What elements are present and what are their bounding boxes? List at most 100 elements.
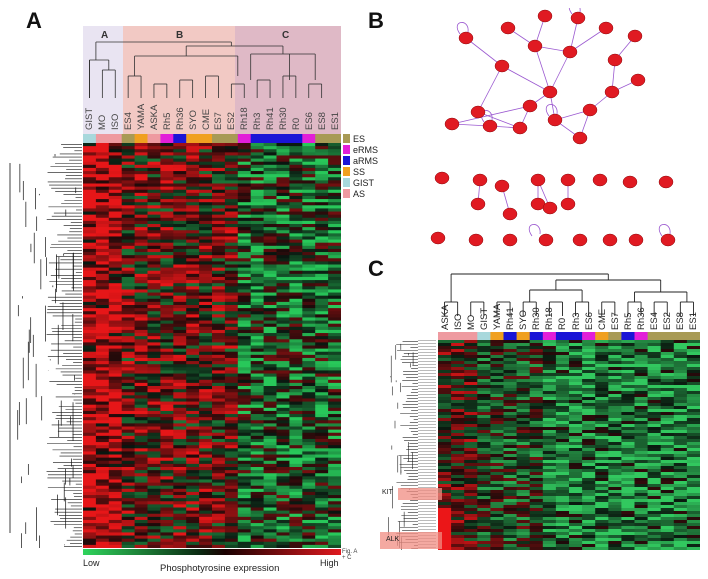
- figure-note: Fig. A + C: [342, 549, 358, 561]
- heatmap-cell: [186, 501, 200, 505]
- heatmap-cell-c: [438, 457, 452, 461]
- heatmap-cell: [250, 273, 264, 278]
- heatmap-cell: [276, 305, 290, 309]
- heatmap-cell: [224, 357, 239, 362]
- heatmap-cell-c: [451, 529, 465, 533]
- heatmap-cell: [160, 404, 174, 409]
- heatmap-cell: [263, 183, 277, 188]
- heatmap-cell-c: [647, 541, 662, 545]
- heatmap-cell-c: [569, 424, 583, 428]
- heatmap-cell: [83, 273, 97, 278]
- heatmap-cell: [83, 479, 97, 483]
- heatmap-cell: [315, 361, 329, 365]
- heatmap-cell-c: [634, 412, 648, 416]
- heatmap-cell: [108, 267, 123, 272]
- heatmap-cell: [263, 382, 277, 387]
- heatmap-cell: [121, 311, 135, 315]
- heatmap-cell: [302, 339, 316, 343]
- heatmap-cell: [134, 467, 148, 471]
- heatmap-cell: [83, 311, 97, 315]
- heatmap-cell-c: [569, 496, 583, 500]
- heatmap-cell-c: [595, 469, 609, 473]
- heatmap-cell: [263, 161, 277, 166]
- heatmap-cell: [289, 417, 303, 421]
- heatmap-cell: [147, 305, 161, 309]
- heatmap-cell: [186, 417, 200, 421]
- heatmap-cell: [224, 167, 239, 172]
- heatmap-cell-c: [438, 385, 452, 389]
- heatmap-cell: [289, 357, 303, 362]
- heatmap-cell: [212, 470, 226, 474]
- heatmap-cell-c: [608, 454, 622, 458]
- heatmap-cell-c: [438, 391, 452, 395]
- heatmap-cell: [134, 392, 148, 396]
- heatmap-cell: [134, 370, 148, 374]
- heatmap-cell-c: [464, 445, 478, 449]
- heatmap-cell: [134, 264, 148, 269]
- heatmap-cell: [212, 420, 226, 424]
- heatmap-cell: [108, 382, 123, 387]
- heatmap-cell: [224, 516, 239, 521]
- heatmap-cell: [250, 473, 264, 477]
- heatmap-cell-c: [660, 433, 675, 437]
- heatmap-cell: [276, 199, 290, 203]
- heatmap-cell: [328, 529, 341, 533]
- heatmap-cell-c: [647, 478, 662, 482]
- heatmap-cell-c: [555, 400, 570, 404]
- heatmap-cell: [186, 208, 200, 212]
- heatmap-cell: [224, 386, 239, 390]
- heatmap-cell-c: [608, 382, 622, 386]
- heatmap-cell: [147, 429, 161, 434]
- heatmap-cell: [250, 501, 264, 505]
- heatmap-cell-c: [464, 391, 478, 395]
- heatmap-cell: [289, 149, 303, 153]
- heatmap-cell: [160, 158, 174, 163]
- heatmap-cell-c: [673, 457, 688, 461]
- heatmap-cell: [199, 544, 213, 548]
- heatmap-cell-c: [686, 514, 700, 518]
- heatmap-cell-c: [529, 481, 544, 485]
- heatmap-cell: [276, 270, 290, 275]
- heatmap-cell: [147, 467, 161, 471]
- heatmap-cell: [108, 233, 123, 237]
- heatmap-cell: [250, 357, 264, 362]
- heatmap-cell-c: [621, 502, 635, 506]
- heatmap-cell: [95, 491, 110, 496]
- heatmap-cell-c: [477, 478, 491, 482]
- heatmap-cell: [289, 345, 303, 350]
- heatmap-cell: [186, 233, 200, 237]
- heatmap-cell-c: [582, 472, 596, 476]
- heatmap-cell: [263, 432, 277, 437]
- heatmap-cell: [134, 339, 148, 343]
- heatmap-cell-c: [634, 358, 648, 362]
- heatmap-cell: [315, 329, 329, 334]
- heatmap-cell: [263, 544, 277, 548]
- heatmap-cell-c: [621, 385, 635, 389]
- heatmap-cell: [276, 438, 290, 443]
- heatmap-cell-c: [660, 370, 675, 374]
- heatmap-cell: [237, 420, 252, 424]
- heatmap-cell: [224, 395, 239, 399]
- network-node: [607, 53, 623, 67]
- heatmap-cell-c: [569, 427, 583, 431]
- heatmap-cell-c: [490, 397, 504, 401]
- heatmap-cell: [224, 342, 239, 346]
- heatmap-cell: [199, 167, 213, 172]
- heatmap-cell: [108, 339, 123, 343]
- heatmap-cell: [186, 476, 200, 480]
- heatmap-cell-c: [647, 346, 662, 350]
- heatmap-cell: [83, 485, 97, 490]
- heatmap-cell: [95, 329, 110, 334]
- heatmap-cell: [83, 286, 97, 290]
- heatmap-cell: [147, 420, 161, 424]
- heatmap-cell: [108, 158, 123, 163]
- heatmap-cell-c: [647, 466, 662, 470]
- heatmap-cell: [289, 183, 303, 188]
- heatmap-cell: [276, 295, 290, 300]
- heatmap-cell-c: [555, 478, 570, 482]
- heatmap-cell: [134, 180, 148, 184]
- heatmap-cell: [276, 186, 290, 191]
- heatmap-cell: [134, 364, 148, 368]
- heatmap-cell: [95, 410, 110, 415]
- heatmap-cell-c: [516, 430, 531, 434]
